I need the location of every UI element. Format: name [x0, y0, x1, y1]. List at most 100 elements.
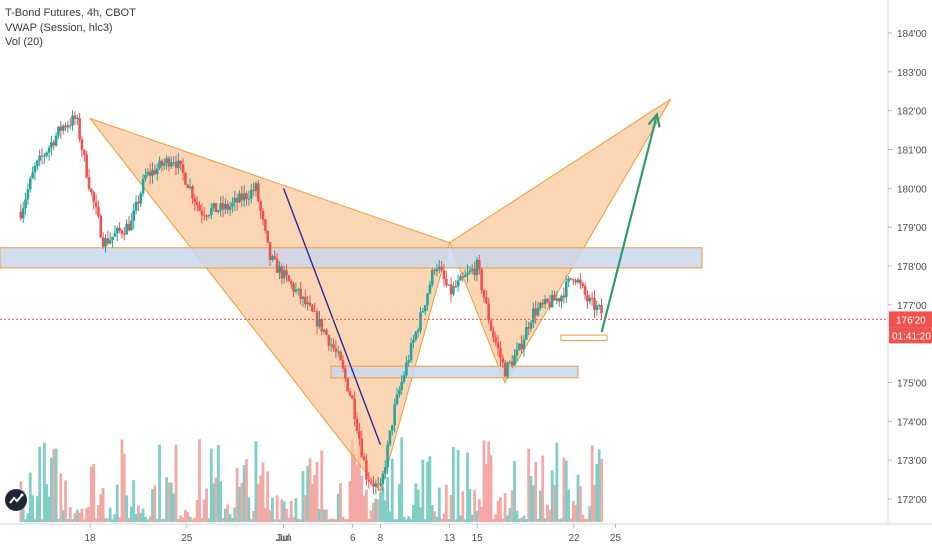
candle-body [487, 303, 490, 321]
volume-bar [296, 518, 300, 522]
candle-body [395, 394, 399, 404]
volume-bar [172, 493, 176, 522]
candle-body [550, 294, 554, 308]
volume-bar [550, 470, 554, 522]
volume-bar [256, 484, 260, 522]
candle-body [256, 183, 260, 202]
volume-bar [127, 517, 131, 522]
volume-bar [148, 516, 152, 522]
candle-body [66, 125, 70, 128]
volume-bar [226, 504, 230, 522]
candle-body [492, 330, 495, 338]
volume-bar [106, 518, 110, 522]
vwap-indicator-label[interactable]: VWAP (Session, hlc3) [5, 21, 113, 34]
volume-bar [517, 518, 521, 522]
volume-bar [489, 455, 493, 522]
volume-bar [477, 499, 481, 522]
volume-bar [144, 516, 147, 522]
candle-body [172, 162, 175, 164]
volume-bar [555, 442, 559, 522]
volume-bar [162, 518, 166, 522]
candle-body [226, 204, 230, 210]
candle-body [301, 296, 305, 299]
price-tick-label: 174'00 [897, 417, 927, 428]
candle-body [188, 186, 192, 189]
volume-bar [181, 517, 185, 522]
volume-bar [310, 484, 314, 522]
candle-body [228, 206, 232, 210]
candle-body [466, 272, 469, 276]
volume-bar [87, 506, 91, 522]
volume-bar [315, 461, 319, 522]
candle-body [141, 178, 145, 194]
arrow-head [647, 112, 661, 128]
volume-bar [567, 489, 571, 522]
volume-bar [522, 515, 526, 522]
candle-body [419, 312, 422, 331]
candle-body [421, 311, 425, 313]
candle-body [477, 259, 481, 270]
candle-body [254, 183, 258, 191]
candle-body [555, 298, 559, 301]
volume-bar [35, 496, 39, 522]
candle-body [534, 308, 537, 316]
volume-bar [188, 516, 192, 522]
volume-bar [329, 518, 333, 522]
volume-bar [426, 461, 429, 522]
volume-bar [409, 519, 413, 522]
volume-bar [139, 512, 143, 522]
volume-bar [71, 518, 74, 522]
candle-body [327, 334, 331, 346]
candle-body [581, 283, 585, 286]
candle-body [207, 214, 211, 216]
candle-body [26, 189, 30, 200]
candle-body [475, 259, 479, 276]
candle-body [543, 298, 547, 305]
volume-bar [146, 519, 150, 522]
candle-body [402, 375, 406, 382]
volume-bar [85, 508, 89, 522]
symbol-title[interactable]: T-Bond Futures, 4h, CBOT [5, 7, 136, 19]
volume-bar [400, 437, 404, 522]
volume-bar [97, 505, 100, 522]
arrow-shaft [600, 114, 659, 333]
entry-zone-176 [560, 334, 608, 342]
volume-bar [68, 507, 72, 522]
candle-body [593, 298, 596, 311]
volume-bar [320, 450, 324, 522]
volume-bar [209, 448, 213, 522]
volume-bar [318, 508, 321, 522]
candle-body [527, 327, 530, 329]
candle-body [139, 193, 143, 204]
candle-body [520, 343, 523, 350]
volume-bar [423, 519, 427, 522]
volume-bar [430, 505, 434, 522]
candle-body [351, 395, 354, 399]
volume-bar [308, 458, 312, 522]
volume-bar [386, 476, 389, 522]
candle-body [355, 419, 359, 431]
volume-bar [541, 455, 545, 522]
volume-bar [92, 463, 96, 522]
volume-bar [459, 515, 462, 522]
candle-body [127, 223, 131, 231]
candle-body [28, 178, 32, 190]
volume-bar [428, 456, 432, 522]
candle-body [449, 284, 453, 295]
candle-body [440, 266, 443, 271]
volume-bar [207, 518, 211, 522]
price-tick-label: 180'00 [897, 184, 927, 195]
volume-bar [339, 483, 342, 522]
volume-indicator-label[interactable]: Vol (20) [5, 36, 43, 48]
candle-body [47, 147, 51, 153]
candle-body [40, 155, 44, 157]
candle-body [238, 193, 241, 203]
candle-body [198, 204, 201, 211]
volume-bar [404, 519, 408, 522]
volume-bar [571, 500, 575, 522]
volume-bar [369, 510, 373, 522]
volume-bar [421, 459, 425, 522]
candle-body [186, 184, 190, 189]
candle-body [92, 191, 96, 202]
